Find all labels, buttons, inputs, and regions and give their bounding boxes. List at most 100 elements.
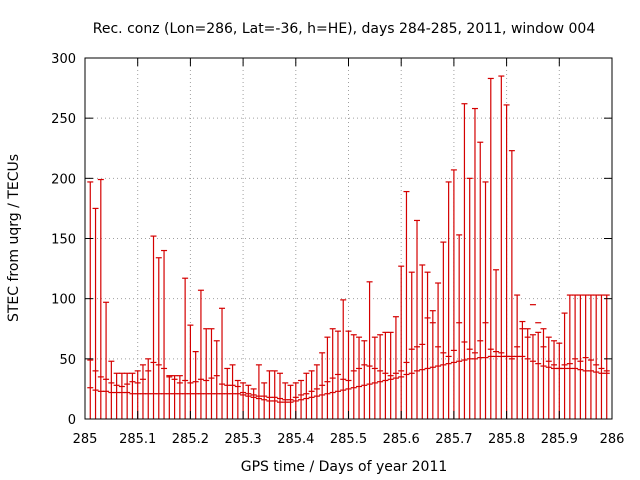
data-point bbox=[97, 178, 104, 419]
data-point bbox=[203, 328, 210, 419]
data-point bbox=[482, 181, 489, 419]
data-point bbox=[166, 375, 173, 419]
data-point bbox=[303, 372, 310, 419]
x-tick-label: 285.4 bbox=[277, 432, 314, 447]
data-point bbox=[261, 382, 268, 419]
data-point bbox=[113, 372, 120, 419]
data-point bbox=[350, 334, 357, 419]
data-point bbox=[129, 372, 136, 419]
data-point bbox=[276, 372, 283, 419]
data-point bbox=[245, 384, 252, 419]
data-point bbox=[161, 249, 168, 419]
x-tick-label: 285.7 bbox=[435, 432, 472, 447]
data-point bbox=[229, 364, 236, 419]
data-point bbox=[197, 289, 204, 419]
data-point bbox=[519, 320, 526, 419]
data-point bbox=[529, 304, 536, 419]
data-point bbox=[234, 379, 241, 419]
data-point bbox=[572, 294, 579, 419]
chart-title: Rec. conz (Lon=286, Lat=-36, h=HE), days… bbox=[93, 21, 596, 37]
data-point bbox=[587, 294, 594, 419]
data-point bbox=[182, 277, 189, 419]
data-point bbox=[503, 104, 510, 419]
data-point bbox=[456, 234, 463, 419]
data-point bbox=[466, 177, 473, 419]
data-point bbox=[377, 334, 384, 419]
x-axis-label: GPS time / Days of year 2011 bbox=[241, 459, 448, 475]
data-point bbox=[392, 316, 399, 419]
data-point bbox=[593, 294, 600, 419]
data-point bbox=[493, 269, 500, 419]
data-point bbox=[598, 294, 605, 419]
data-point bbox=[219, 307, 226, 419]
data-point bbox=[429, 310, 436, 419]
data-point bbox=[176, 375, 183, 419]
y-tick-label: 150 bbox=[51, 233, 76, 248]
x-tick-label: 285.8 bbox=[488, 432, 525, 447]
data-point bbox=[361, 340, 368, 419]
data-point bbox=[603, 294, 610, 419]
y-tick-label: 50 bbox=[59, 353, 76, 368]
data-point bbox=[382, 331, 389, 419]
data-point bbox=[308, 370, 315, 419]
data-point bbox=[398, 265, 405, 419]
data-point bbox=[134, 370, 141, 419]
data-point bbox=[445, 181, 452, 419]
data-point bbox=[171, 375, 178, 419]
x-tick-label: 285.9 bbox=[541, 432, 578, 447]
data-point bbox=[324, 336, 331, 419]
data-point bbox=[371, 336, 378, 419]
data-point bbox=[450, 169, 457, 419]
data-point bbox=[192, 351, 199, 419]
data-point bbox=[461, 103, 468, 419]
y-tick-label: 300 bbox=[51, 52, 76, 67]
x-tick-label: 285.3 bbox=[224, 432, 261, 447]
data-point bbox=[329, 328, 336, 419]
data-point bbox=[313, 364, 320, 419]
data-point bbox=[255, 364, 262, 419]
data-point bbox=[187, 324, 194, 419]
data-point bbox=[566, 294, 573, 419]
data-point bbox=[408, 271, 415, 419]
data-point bbox=[366, 281, 373, 419]
x-tick-label: 285 bbox=[73, 432, 98, 447]
data-point bbox=[340, 299, 347, 419]
data-point bbox=[224, 367, 231, 419]
data-layer bbox=[87, 75, 610, 419]
data-point bbox=[155, 257, 162, 419]
data-point bbox=[508, 150, 515, 419]
data-point bbox=[108, 360, 115, 419]
data-point bbox=[103, 301, 110, 419]
data-point bbox=[471, 107, 478, 419]
data-point bbox=[514, 294, 521, 419]
data-point bbox=[435, 282, 442, 419]
data-point bbox=[440, 241, 447, 419]
data-point bbox=[535, 322, 542, 419]
data-point bbox=[524, 328, 531, 419]
data-point bbox=[150, 235, 157, 419]
data-point bbox=[582, 294, 589, 419]
data-point bbox=[334, 330, 341, 419]
data-point bbox=[540, 328, 547, 419]
data-point bbox=[419, 264, 426, 419]
data-point bbox=[145, 358, 152, 419]
x-tick-label: 285.5 bbox=[330, 432, 367, 447]
x-tick-label: 286 bbox=[600, 432, 625, 447]
grid-layer bbox=[85, 58, 612, 419]
tick-layer: 0 50 100 150 200 250 300 285 285.1 285.2 285.3 285.… bbox=[51, 52, 624, 447]
data-point bbox=[282, 382, 289, 419]
data-point bbox=[424, 271, 431, 419]
x-tick-label: 285.2 bbox=[172, 432, 209, 447]
data-point bbox=[208, 328, 215, 419]
data-point bbox=[287, 384, 294, 419]
data-point bbox=[213, 340, 220, 419]
data-point bbox=[498, 75, 505, 419]
y-axis-label: STEC from uqrg / TECUs bbox=[6, 154, 22, 322]
data-point bbox=[387, 331, 394, 419]
data-point bbox=[577, 294, 584, 419]
data-point bbox=[556, 342, 563, 419]
data-point bbox=[477, 141, 484, 419]
data-point bbox=[87, 181, 94, 419]
data-point bbox=[487, 77, 494, 419]
